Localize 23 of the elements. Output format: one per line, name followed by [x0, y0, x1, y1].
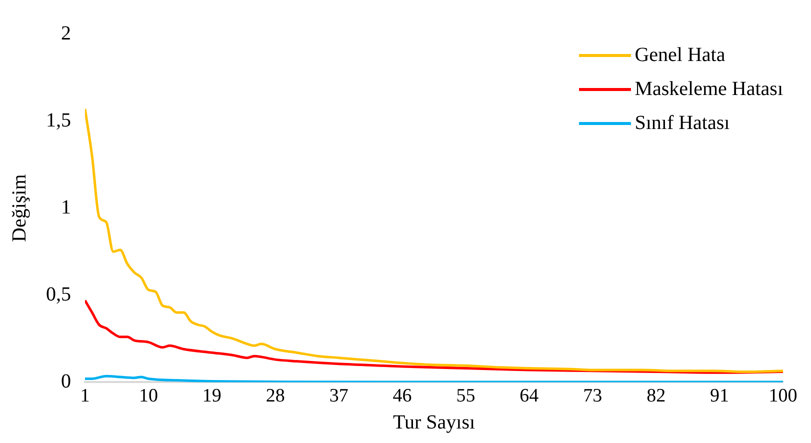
y-tick-label: 1,5 — [46, 109, 71, 132]
y-axis-title: Değişim — [8, 174, 30, 242]
legend-label: Maskeleme Hatası — [634, 78, 783, 100]
x-axis-title: Tur Sayısı — [392, 411, 476, 434]
x-tick-label: 1 — [80, 386, 90, 407]
y-tick-label: 1 — [61, 196, 71, 218]
x-tick-label: 64 — [520, 386, 540, 407]
x-tick-label: 37 — [329, 386, 348, 407]
x-tick-label: 100 — [768, 386, 798, 407]
line-series — [85, 108, 783, 374]
x-tick-label: 82 — [646, 386, 666, 407]
y-tick-label: 0 — [61, 370, 71, 392]
x-tick-label: 46 — [392, 386, 412, 407]
x-tick-label: 28 — [266, 386, 285, 407]
x-tick-label: 10 — [138, 386, 158, 407]
y-tick-label: 2 — [61, 22, 71, 44]
legend-label: Genel Hata — [634, 44, 726, 66]
x-tick-label: 91 — [710, 386, 730, 407]
x-tick-label: 55 — [456, 386, 476, 407]
y-tick-label: 0,5 — [46, 283, 71, 306]
x-tick-label: 19 — [202, 386, 222, 407]
x-tick-label: 73 — [583, 386, 602, 407]
legend-label: Sınıf Hatası — [634, 112, 730, 134]
